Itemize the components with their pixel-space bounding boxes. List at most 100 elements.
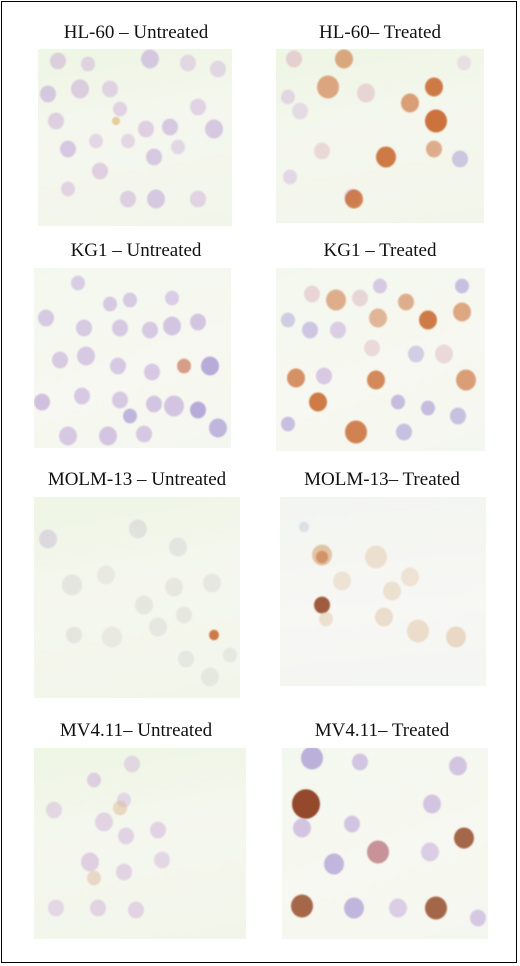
cell-nucleus (87, 870, 101, 886)
cell-nucleus (314, 142, 330, 160)
cell-nucleus (59, 426, 77, 446)
micrograph-kg1-treated (276, 268, 485, 451)
cell-nucleus (95, 812, 113, 832)
cell-nucleus (90, 899, 106, 917)
cell-nucleus (281, 312, 295, 328)
cell-nucleus (50, 52, 66, 70)
cell-nucleus (102, 626, 122, 648)
cell-nucleus (391, 394, 405, 410)
cell-nucleus (74, 387, 90, 405)
cell-nucleus (373, 278, 387, 294)
panel-label-kg1-untreated: KG1 – Untreated (70, 240, 202, 261)
cell-nucleus (113, 800, 127, 816)
cell-nucleus (301, 748, 323, 770)
cell-nucleus (396, 423, 412, 441)
cell-nucleus (40, 85, 56, 103)
cell-nucleus (178, 650, 194, 668)
cell-nucleus (449, 756, 467, 776)
cells-layer (291, 748, 486, 927)
cell-nucleus (39, 529, 57, 549)
cell-nucleus (190, 98, 206, 116)
cell-nucleus (293, 818, 311, 838)
cell-nucleus (112, 319, 128, 337)
cell-nucleus (142, 321, 158, 339)
cell-nucleus (210, 60, 226, 78)
cell-nucleus (71, 79, 89, 99)
cell-nucleus (309, 392, 327, 412)
cell-nucleus (345, 420, 367, 444)
panel-label-hl60-treated: HL-60– Treated (319, 22, 441, 43)
cell-nucleus (452, 150, 468, 168)
cell-nucleus (34, 393, 50, 411)
cell-nucleus (335, 49, 353, 69)
cell-nucleus (421, 842, 439, 862)
panel-label-kg1-treated: KG1 – Treated (323, 240, 437, 261)
cell-nucleus (369, 308, 387, 328)
cell-nucleus (435, 344, 453, 364)
cell-nucleus (162, 118, 178, 136)
cell-nucleus (455, 278, 469, 294)
cell-nucleus (209, 629, 219, 641)
cell-nucleus (123, 408, 137, 424)
cell-nucleus (286, 50, 302, 68)
cell-nucleus (209, 418, 227, 438)
cell-nucleus (408, 345, 424, 363)
cell-nucleus (316, 550, 328, 564)
micrograph-molm13-treated (280, 497, 486, 686)
cell-nucleus (118, 827, 134, 845)
cell-nucleus (470, 909, 486, 927)
cells-layer (46, 755, 170, 919)
cell-nucleus (292, 789, 320, 819)
cell-nucleus (205, 119, 223, 139)
cell-nucleus (203, 573, 221, 593)
cell-nucleus (177, 358, 191, 374)
cell-nucleus (292, 102, 308, 120)
cell-nucleus (333, 571, 351, 591)
cell-nucleus (375, 607, 393, 627)
cell-nucleus (150, 821, 166, 839)
cell-nucleus (450, 407, 466, 425)
cell-nucleus (46, 801, 62, 819)
cell-nucleus (304, 285, 320, 303)
cells-layer (299, 521, 466, 648)
cell-nucleus (164, 395, 184, 417)
cell-nucleus (180, 54, 196, 72)
cell-nucleus (123, 292, 137, 308)
cell-nucleus (425, 896, 447, 920)
micrograph-hl60-untreated (38, 49, 232, 226)
cell-nucleus (299, 521, 309, 533)
cell-nucleus (169, 537, 187, 557)
cell-nucleus (171, 139, 185, 155)
cell-nucleus (112, 391, 128, 409)
cell-nucleus (314, 596, 330, 614)
cell-nucleus (76, 319, 92, 337)
cell-nucleus (66, 626, 82, 644)
cell-nucleus (149, 617, 167, 637)
cell-nucleus (344, 897, 364, 919)
cell-nucleus (190, 190, 206, 208)
panel-label-mv411-untreated: MV4.11– Untreated (59, 720, 213, 741)
cell-nucleus (165, 290, 179, 306)
panel-label-mv411-treated: MV4.11– Treated (314, 720, 450, 741)
cell-nucleus (136, 425, 152, 443)
cell-nucleus (135, 595, 153, 615)
cell-nucleus (77, 346, 95, 366)
cell-nucleus (283, 169, 297, 185)
cell-nucleus (144, 363, 160, 381)
cell-nucleus (367, 840, 389, 864)
cell-nucleus (365, 545, 387, 569)
cell-nucleus (146, 148, 162, 166)
cell-nucleus (453, 302, 471, 322)
cell-nucleus (99, 426, 117, 446)
cell-nucleus (326, 289, 346, 311)
cell-nucleus (38, 309, 54, 327)
micrograph-kg1-untreated (34, 268, 231, 448)
cell-nucleus (389, 898, 407, 918)
cell-nucleus (223, 647, 237, 663)
cell-nucleus (102, 80, 118, 98)
cell-nucleus (138, 120, 154, 138)
cell-nucleus (364, 339, 380, 357)
cell-nucleus (456, 369, 476, 391)
cell-nucleus (352, 753, 368, 771)
panel-label-molm13-treated: MOLM-13– Treated (304, 469, 460, 490)
